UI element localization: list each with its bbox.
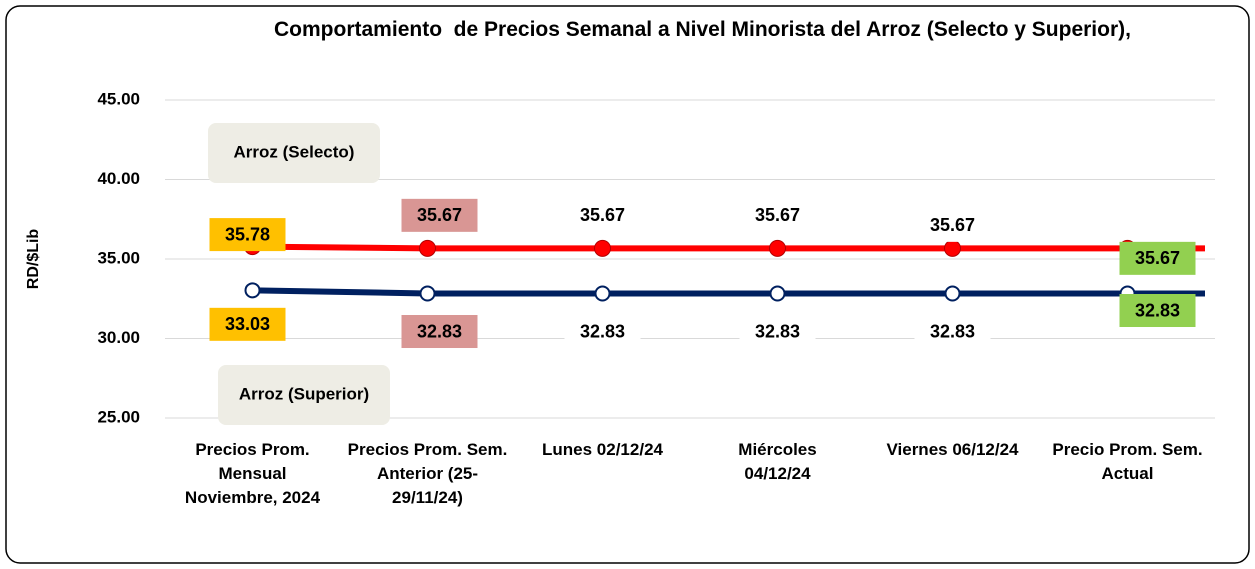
value-label: 35.67	[1135, 248, 1180, 268]
marker	[244, 282, 261, 299]
value-label: 32.83	[930, 321, 975, 341]
value-label: 32.83	[417, 321, 462, 341]
value-label-bg	[209, 218, 286, 252]
x-tick-label: Precios Prom. Sem. Anterior (25-29/11/24…	[347, 440, 508, 507]
value-label-bg	[914, 208, 991, 242]
marker	[419, 239, 436, 257]
x-tick-label: Precios Prom. Mensual Noviembre, 2024	[184, 440, 321, 507]
y-tick-label: 25.00	[97, 407, 140, 426]
y-tick-label: 35.00	[97, 248, 140, 267]
value-label: 35.67	[580, 205, 625, 225]
y-tick-label: 40.00	[97, 169, 140, 188]
value-label-bg	[401, 198, 478, 232]
y-axis-label: RD/$Lib	[25, 229, 42, 290]
value-label-bg	[739, 198, 816, 232]
value-label-bg	[564, 315, 641, 349]
value-label: 32.83	[755, 321, 800, 341]
value-label: 35.78	[225, 224, 270, 244]
value-label-bg	[564, 198, 641, 232]
marker	[594, 285, 611, 302]
marker	[769, 285, 786, 302]
marker	[594, 239, 611, 257]
value-label-bg	[209, 307, 286, 341]
value-label-bg	[1119, 294, 1196, 328]
legend-box	[218, 365, 390, 425]
marker	[944, 239, 961, 257]
marker	[769, 239, 786, 257]
x-tick-label: Lunes 02/12/24	[542, 440, 663, 459]
series-line	[252, 243, 1205, 252]
value-label: 33.03	[225, 314, 270, 334]
value-label-bg	[1119, 241, 1196, 275]
value-label: 32.83	[580, 321, 625, 341]
x-tick-label: Precio Prom. Sem. Actual	[1052, 440, 1203, 483]
series-line	[252, 287, 1205, 297]
x-tick-label: Miércoles 04/12/24	[738, 440, 817, 483]
value-label: 35.67	[417, 205, 462, 225]
value-label: 32.83	[1135, 300, 1180, 320]
y-tick-label: 45.00	[97, 89, 140, 108]
value-label: 35.67	[755, 205, 800, 225]
marker	[944, 285, 961, 302]
value-label: 35.67	[930, 215, 975, 235]
marker	[419, 285, 436, 302]
value-label-bg	[739, 315, 816, 349]
legend-label: Arroz (Selecto)	[234, 142, 355, 161]
value-label-bg	[401, 315, 478, 349]
y-tick-label: 30.00	[97, 328, 140, 347]
chart-title: Comportamiento de Precios Semanal a Nive…	[274, 18, 1131, 41]
x-tick-label: Viernes 06/12/24	[886, 440, 1019, 459]
legend-label: Arroz (Superior)	[239, 384, 369, 403]
legend-box	[208, 123, 380, 183]
value-label-bg	[914, 315, 991, 349]
